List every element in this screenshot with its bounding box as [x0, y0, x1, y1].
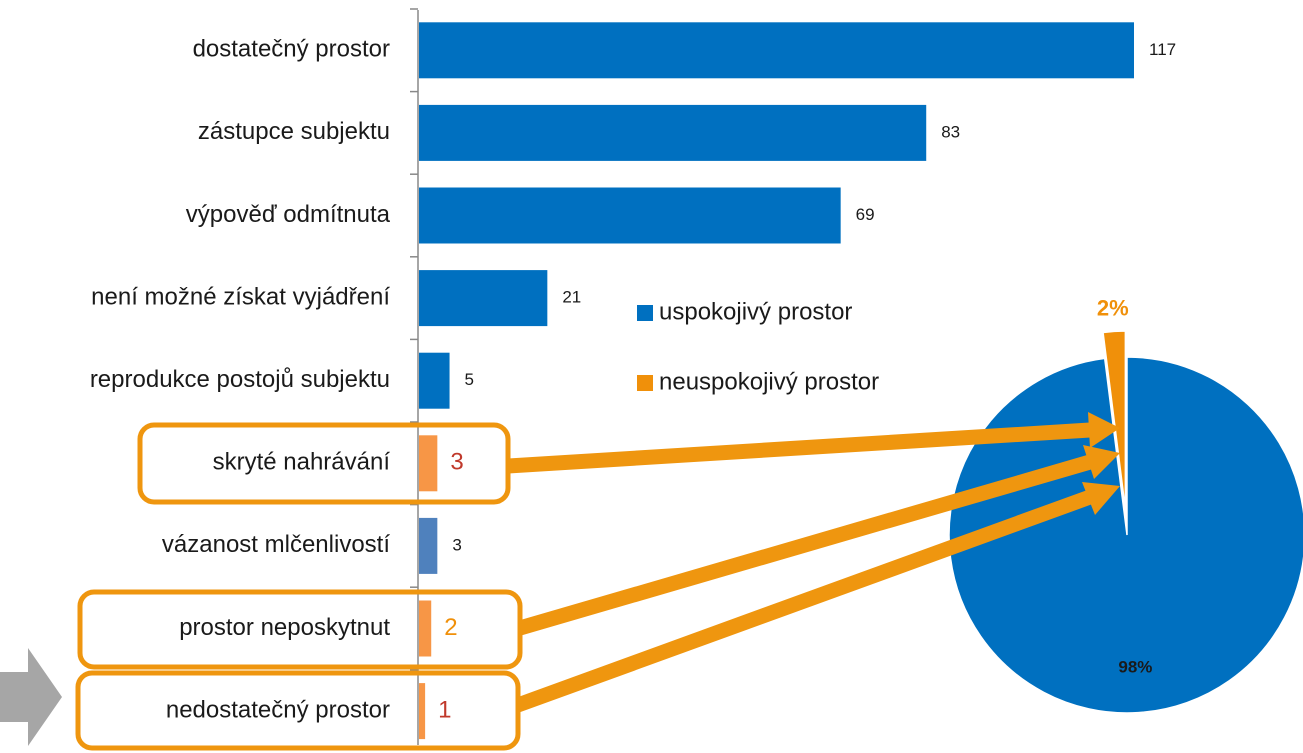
pie-slice — [948, 356, 1303, 714]
value-label: 83 — [941, 122, 960, 141]
legend-label: neuspokojivý prostor — [659, 368, 879, 395]
highlight-box — [77, 589, 523, 670]
category-label: prostor neposkytnut — [179, 614, 390, 641]
category-label: reprodukce postojů subjektu — [90, 366, 390, 393]
category-label: vázanost mlčenlivostí — [162, 531, 390, 558]
slice-label: 2% — [1097, 295, 1129, 320]
value-label: 3 — [452, 535, 461, 554]
bar — [419, 22, 1134, 79]
legend-label: uspokojivý prostor — [659, 298, 852, 325]
category-label: není možné získat vyjádření — [91, 283, 390, 310]
bar — [419, 600, 432, 657]
pie-slice — [1102, 330, 1127, 510]
bar — [419, 270, 548, 327]
plot: dostatečný prostor 117 zástupce subjektu 83… — [90, 8, 1303, 745]
legend-swatch — [637, 305, 653, 321]
value-label: 1 — [438, 696, 451, 723]
connectors — [507, 422, 1093, 713]
connector — [515, 489, 1093, 713]
value-label: 2 — [444, 614, 457, 641]
legend-swatch — [637, 375, 653, 391]
arrowhead — [1082, 482, 1120, 515]
spacer — [0, 640, 20, 650]
value-label: 3 — [450, 449, 463, 476]
category-label: zástupce subjektu — [198, 118, 390, 145]
bar — [419, 435, 438, 492]
bar — [419, 352, 450, 409]
connector — [517, 454, 1093, 636]
bar — [419, 187, 841, 244]
arrowhead — [1088, 412, 1120, 448]
category-label: nedostatečný prostor — [166, 696, 390, 723]
arrowhead — [1083, 445, 1120, 479]
bar — [419, 517, 438, 574]
bar — [419, 104, 927, 161]
category-label: skryté nahrávání — [213, 449, 391, 476]
value-label: 21 — [562, 288, 581, 307]
value-label: 69 — [856, 205, 875, 224]
category-label: výpověď odmítnuta — [186, 201, 391, 228]
category-label: dostatečný prostor — [193, 36, 390, 63]
arrowheads — [1082, 412, 1120, 515]
highlight-box — [75, 670, 521, 751]
slice-label: 98% — [1118, 658, 1152, 677]
value-label: 5 — [465, 370, 474, 389]
pointer-arrow — [0, 648, 62, 746]
value-label: 117 — [1149, 40, 1176, 59]
bar — [419, 683, 426, 740]
connector — [507, 422, 1091, 474]
